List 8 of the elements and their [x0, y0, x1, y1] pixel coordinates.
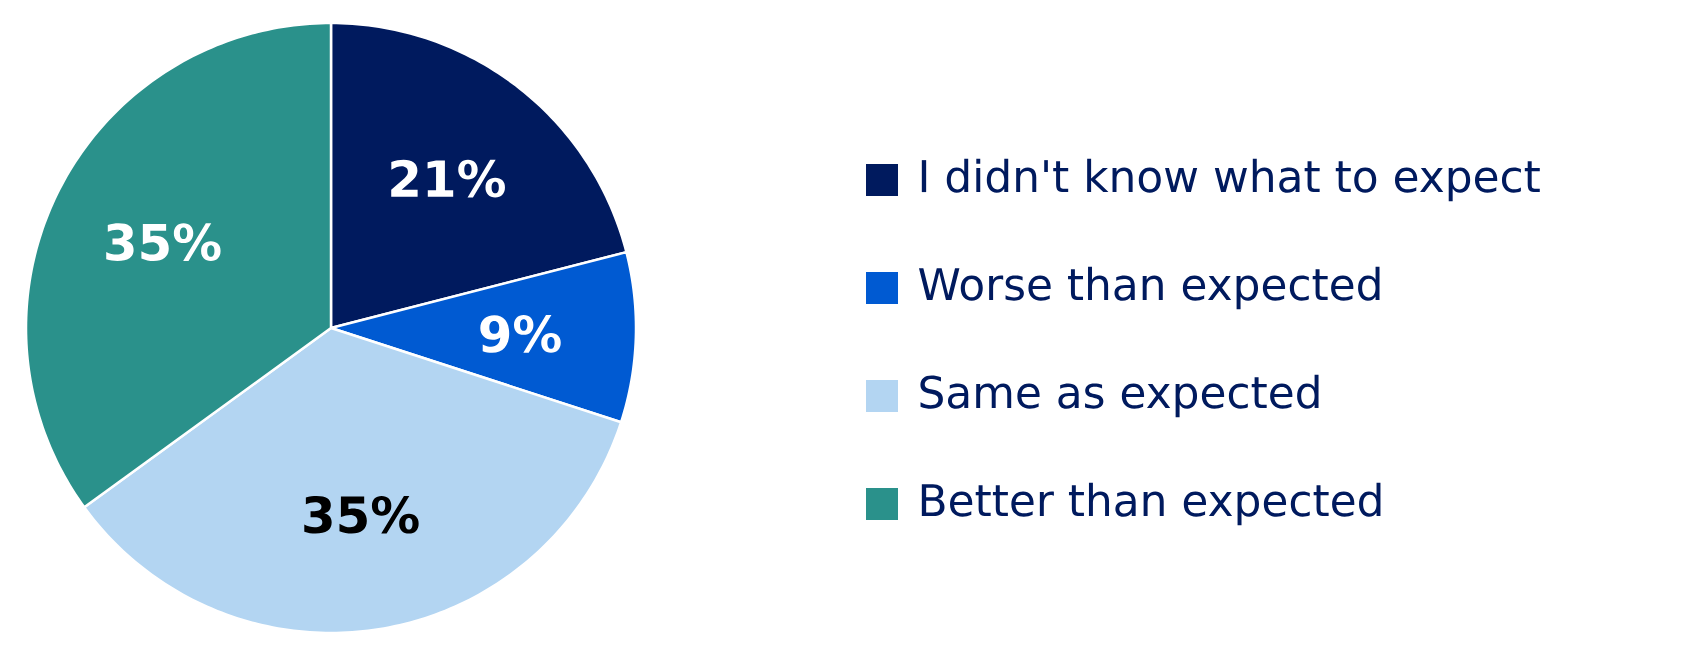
data-label: 35%	[304, 495, 419, 534]
legend-label: Better than expected	[921, 482, 1381, 526]
legend-label: Worse than expected	[918, 266, 1380, 310]
data-label: 35%	[106, 223, 221, 261]
legend-label: I didn't know what to expect	[921, 158, 1540, 202]
data-label: 9%	[480, 315, 561, 353]
data-label: 21%	[391, 159, 505, 198]
legend-label: Same as expected	[920, 374, 1319, 418]
